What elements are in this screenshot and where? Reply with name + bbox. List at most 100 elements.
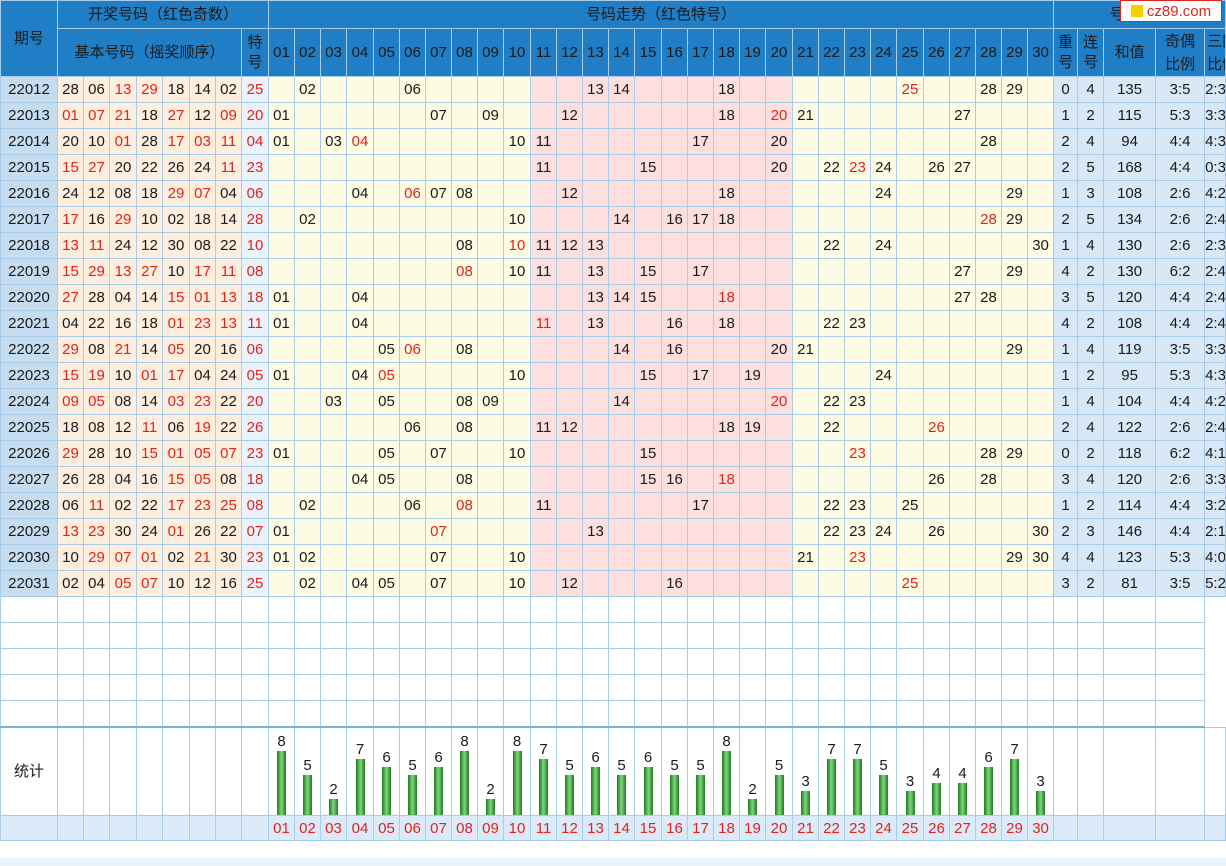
trend-hit: 17: [687, 258, 715, 285]
trend-empty: [713, 128, 741, 155]
cell-text: 2: [1061, 159, 1070, 176]
trend-empty: [870, 570, 898, 597]
base-number: 23: [83, 518, 110, 545]
sum-cell: 123: [1103, 544, 1157, 571]
stat-bar: [827, 759, 837, 815]
trend-empty: [399, 232, 427, 259]
cell-text: 三区比例: [1207, 32, 1224, 73]
trend-empty: [346, 206, 375, 233]
cell-text: 10: [508, 44, 526, 61]
cell-text: 27: [62, 289, 79, 306]
cell-text: 07: [430, 549, 447, 566]
consec-cell: 2: [1077, 258, 1105, 285]
cell-text: 11: [220, 263, 237, 280]
trend-empty: [451, 570, 479, 597]
cell-text: 04: [351, 819, 369, 837]
cell-text: 22015: [8, 159, 50, 176]
trend-hit: 13: [582, 310, 610, 337]
base-number: 02: [57, 570, 84, 597]
trend-empty: [923, 336, 951, 363]
site-logo[interactable]: cz89.com: [1120, 0, 1222, 22]
trend-empty: [870, 206, 898, 233]
base-number: 23: [189, 310, 216, 337]
cell-text: 12: [561, 419, 578, 436]
stat-bar-cell: 5: [765, 726, 794, 816]
empty-cell: [373, 700, 401, 728]
cell-text: 02: [299, 549, 316, 566]
trend-hit: 11: [530, 310, 558, 337]
empty-cell: [477, 648, 505, 675]
cell-text: 28: [141, 133, 158, 150]
trend-empty: [896, 388, 925, 415]
trend-empty: [320, 492, 348, 519]
stat-count-label: 7: [539, 741, 548, 758]
base-number: 12: [109, 414, 137, 441]
cell-text: 28: [980, 471, 997, 488]
cell-text: 15: [639, 159, 657, 176]
trend-empty: [975, 362, 1003, 389]
cell-text: 16: [666, 575, 683, 592]
cell-text: 07: [430, 445, 447, 462]
repeat-cell: 1: [1053, 336, 1079, 363]
trend-empty: [556, 258, 584, 285]
number-header-06: 06: [399, 28, 427, 77]
empty-row: [0, 622, 1226, 649]
empty-cell: [240, 700, 270, 728]
trend-empty: [1001, 102, 1029, 129]
base-number: 10: [109, 362, 137, 389]
cell-text: 24: [875, 819, 892, 837]
empty-cell: [503, 648, 532, 675]
cell-text: 01: [141, 549, 158, 566]
trend-empty: [896, 206, 925, 233]
empty-cell: [661, 648, 689, 675]
trend-hit: 02: [294, 206, 322, 233]
trend-empty: [818, 544, 846, 571]
base-number: 12: [83, 180, 110, 207]
trend-empty: [818, 466, 846, 493]
trend-empty: [608, 466, 636, 493]
trend-hit: 28: [975, 128, 1003, 155]
cell-text: 13: [587, 81, 604, 98]
cell-text: 22029: [8, 523, 50, 540]
stat-bar-group: 8: [505, 728, 530, 815]
oddeven-cell: 4:4: [1155, 128, 1206, 155]
empty-cell: [844, 622, 872, 649]
base-number: 04: [189, 362, 216, 389]
repeat-cell: 2: [1053, 414, 1079, 441]
cell-text: 17: [692, 44, 709, 61]
trend-empty: [975, 232, 1003, 259]
issue-cell: 22026: [0, 440, 58, 467]
trend-empty: [870, 336, 898, 363]
number-header-14: 14: [608, 28, 636, 77]
base-number: 08: [83, 336, 110, 363]
empty-cell: [870, 648, 898, 675]
trend-empty: [870, 544, 898, 571]
cell-text: 4:4: [1169, 393, 1191, 410]
sum-cell: 115: [1103, 102, 1157, 129]
empty-cell: [0, 700, 58, 728]
cell-text: 2: [1061, 133, 1070, 150]
number-header-11: 11: [530, 28, 558, 77]
stat-bar: [984, 767, 994, 815]
cell-text: 19: [194, 419, 211, 436]
cell-text: 16: [88, 211, 105, 228]
cell-text: 1: [1061, 367, 1070, 384]
cell-text: 08: [114, 393, 132, 410]
empty-cell: [215, 596, 242, 623]
base-number: 22: [136, 492, 163, 519]
trend-hit: 15: [634, 258, 663, 285]
cell-text: 30: [1032, 819, 1049, 837]
empty-cell: [687, 700, 715, 728]
trend-empty: [765, 310, 794, 337]
special-number: 23: [240, 154, 270, 181]
cell-text: 26: [194, 523, 211, 540]
trend-empty: [451, 76, 479, 103]
trend-empty: [477, 518, 505, 545]
cell-text: 02: [299, 81, 316, 98]
trend-empty: [320, 570, 348, 597]
special-number: 07: [240, 518, 270, 545]
cell-text: 23: [849, 445, 866, 462]
trend-hit: 01: [268, 128, 296, 155]
trend-empty: [1027, 154, 1055, 181]
trend-hit: 29: [1001, 206, 1029, 233]
